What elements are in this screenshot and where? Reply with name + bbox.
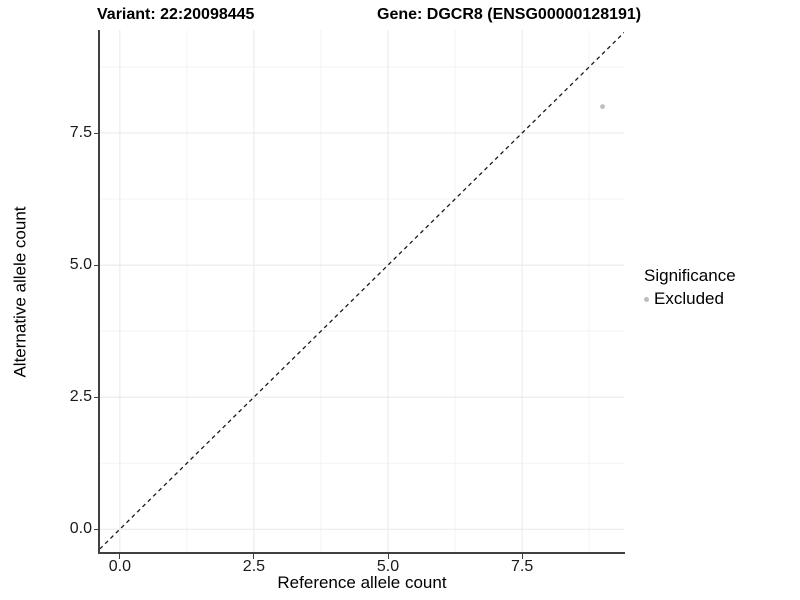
identity-line	[100, 31, 624, 550]
x-tick-label: 5.0	[376, 558, 400, 575]
y-tick-mark	[94, 132, 99, 134]
y-axis-title: Alternative allele count	[10, 206, 30, 378]
y-tick-label: 0.0	[69, 520, 92, 538]
x-tick-label: 0.0	[108, 558, 131, 575]
y-axis-line	[98, 30, 100, 554]
y-tick-mark	[94, 396, 99, 398]
x-tick-mark	[521, 554, 523, 559]
y-tick-mark	[94, 264, 99, 266]
x-tick-label: 7.5	[510, 558, 534, 575]
legend-item-label: Excluded	[654, 289, 724, 308]
x-axis-line	[98, 552, 625, 554]
x-axis-title: Reference allele count	[277, 573, 447, 592]
y-tick-label: 2.5	[69, 388, 92, 406]
y-tick-label: 7.5	[69, 124, 92, 141]
legend-title: Significance	[644, 266, 736, 285]
variant-title: Variant: 22:20098445	[97, 6, 255, 23]
x-tick-mark	[119, 554, 121, 559]
y-tick-mark	[94, 528, 99, 530]
excluded-point-icon	[644, 296, 649, 302]
y-tick-label: 5.0	[69, 256, 92, 274]
data-point	[600, 104, 605, 110]
x-tick-mark	[387, 554, 389, 559]
x-tick-mark	[253, 554, 255, 559]
plot-panel	[100, 30, 624, 553]
gene-title: Gene: DGCR8 (ENSG00000128191)	[377, 6, 642, 23]
legend: Significance Excluded	[644, 265, 736, 309]
legend-item-excluded: Excluded	[644, 289, 736, 309]
x-tick-label: 2.5	[242, 558, 266, 575]
